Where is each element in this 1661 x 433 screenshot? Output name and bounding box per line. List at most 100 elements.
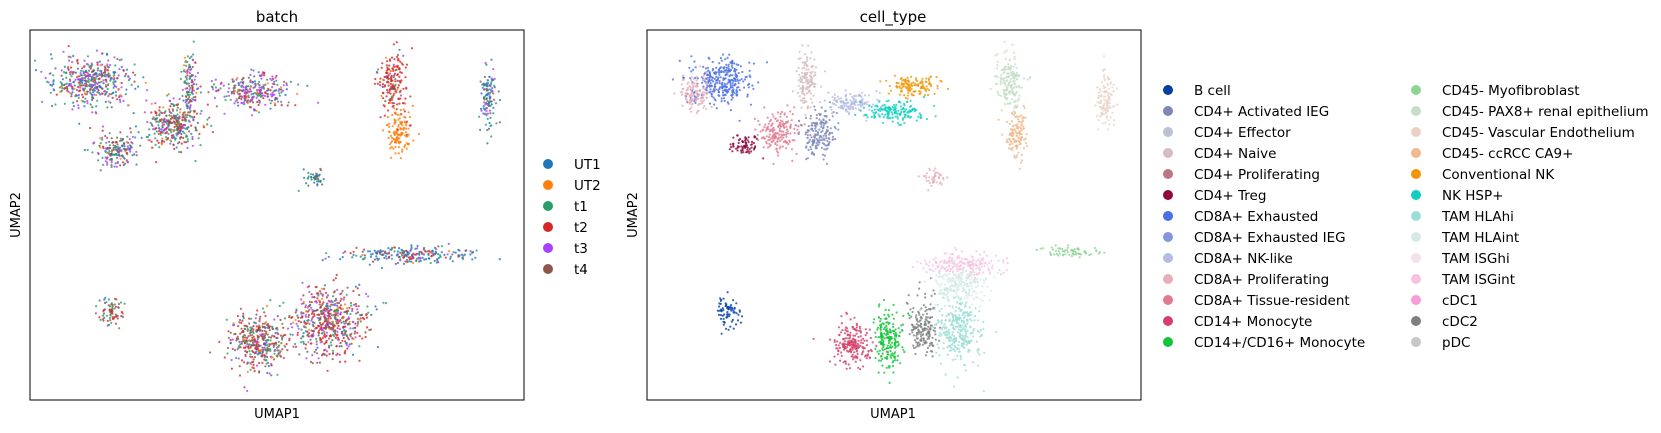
point <box>309 173 312 176</box>
point <box>187 126 190 129</box>
point <box>79 79 82 82</box>
point <box>711 90 714 93</box>
point <box>381 85 384 89</box>
point <box>897 82 900 85</box>
point <box>811 66 814 69</box>
point <box>302 335 305 338</box>
point <box>173 128 176 132</box>
point <box>87 73 90 76</box>
point <box>155 130 158 133</box>
point <box>137 131 140 134</box>
point <box>244 340 247 344</box>
point <box>224 98 227 102</box>
point <box>236 91 239 94</box>
point <box>797 125 800 128</box>
point <box>73 84 76 87</box>
point <box>310 178 313 181</box>
point <box>690 91 693 94</box>
point <box>932 169 936 172</box>
point <box>402 262 405 265</box>
point <box>270 95 273 98</box>
point <box>705 107 708 110</box>
point <box>263 342 266 345</box>
point <box>408 124 411 127</box>
point <box>1039 247 1042 250</box>
point <box>465 249 468 252</box>
point <box>1004 103 1007 106</box>
point <box>356 324 359 327</box>
point <box>361 250 364 253</box>
point <box>249 79 252 82</box>
point <box>257 99 260 102</box>
point <box>1007 63 1010 66</box>
point <box>396 59 400 62</box>
point <box>171 117 174 120</box>
point <box>486 117 489 120</box>
point <box>185 103 188 106</box>
point <box>91 95 94 98</box>
point <box>77 85 80 88</box>
point <box>995 67 999 70</box>
point <box>305 322 308 325</box>
point <box>131 135 134 138</box>
point <box>711 60 714 64</box>
point <box>781 120 784 123</box>
point <box>321 293 324 296</box>
point <box>376 252 379 255</box>
point <box>277 353 280 356</box>
point <box>118 154 121 157</box>
point <box>231 338 234 341</box>
point <box>772 139 775 142</box>
point <box>779 125 782 128</box>
point <box>385 95 388 98</box>
point <box>1011 112 1014 115</box>
point <box>186 60 189 64</box>
point <box>103 301 107 305</box>
point <box>766 116 769 119</box>
point <box>329 305 332 308</box>
point <box>91 111 94 114</box>
point <box>88 83 91 86</box>
point <box>336 308 339 311</box>
point <box>910 82 913 85</box>
point <box>738 119 741 122</box>
point <box>1020 124 1023 127</box>
point <box>255 329 258 332</box>
point <box>101 314 105 317</box>
point <box>104 84 107 87</box>
point <box>146 121 149 124</box>
point <box>397 84 400 87</box>
point <box>119 301 122 304</box>
point <box>814 121 817 125</box>
point <box>834 138 837 141</box>
point <box>110 93 113 96</box>
point <box>793 131 796 135</box>
point <box>1106 100 1109 103</box>
point <box>388 143 391 146</box>
point <box>398 247 401 250</box>
point <box>771 129 775 132</box>
point <box>690 100 693 103</box>
point <box>752 62 756 65</box>
point <box>808 140 811 143</box>
point <box>835 111 838 115</box>
point <box>325 252 328 255</box>
point <box>358 283 361 286</box>
point <box>125 159 128 162</box>
point <box>263 94 267 97</box>
point <box>312 332 315 336</box>
point <box>397 146 400 149</box>
point <box>395 91 398 94</box>
cluster-11 <box>1094 55 1119 131</box>
point <box>1020 135 1024 139</box>
point <box>319 180 322 183</box>
point <box>101 52 104 55</box>
point <box>251 334 254 337</box>
point <box>268 99 271 102</box>
point <box>394 111 397 114</box>
point <box>437 245 440 248</box>
point <box>76 62 79 65</box>
point <box>907 88 910 91</box>
point <box>1003 79 1006 82</box>
point <box>776 144 779 147</box>
